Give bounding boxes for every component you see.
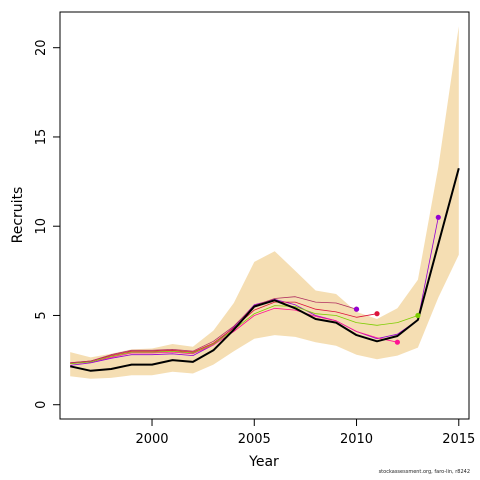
series-endpoint-4 <box>374 311 380 317</box>
y-axis: 0 5 10 15 20 <box>34 39 60 409</box>
y-axis-label: Recruits <box>10 187 26 244</box>
y-tick-label-5: 5 <box>34 311 49 319</box>
series-line-4 <box>70 301 378 364</box>
x-axis-label: Year <box>248 454 279 470</box>
series-endpoint-2 <box>394 339 400 345</box>
series-lines <box>69 167 460 372</box>
series-endpoint-6 <box>353 306 360 312</box>
series-endpoint-3 <box>415 312 421 319</box>
confidence-band-area <box>70 26 459 379</box>
y-tick-label-20: 20 <box>34 39 49 56</box>
series-endpoint-1 <box>435 214 441 220</box>
x-tick-label-2015: 2015 <box>442 432 475 447</box>
x-axis: 2000 2005 2010 2015 <box>135 419 475 447</box>
x-tick-label-2010: 2010 <box>340 432 373 447</box>
series-line-3 <box>70 305 419 365</box>
x-tick-label-2000: 2000 <box>135 432 168 447</box>
series-endpoints <box>353 214 441 345</box>
y-tick-label-0: 0 <box>34 401 49 409</box>
series-line-2 <box>70 307 398 365</box>
series-line-1 <box>70 217 439 366</box>
y-tick-label-10: 10 <box>34 218 49 235</box>
plot-frame <box>59 11 470 420</box>
series-line-0 <box>69 167 460 372</box>
series-line-5 <box>70 296 357 364</box>
confidence-band <box>70 26 459 379</box>
y-tick-label-15: 15 <box>34 129 49 146</box>
x-tick-label-2005: 2005 <box>238 432 271 447</box>
credit-text: stockassessment.org, faro-lin, r8242 <box>378 469 470 475</box>
